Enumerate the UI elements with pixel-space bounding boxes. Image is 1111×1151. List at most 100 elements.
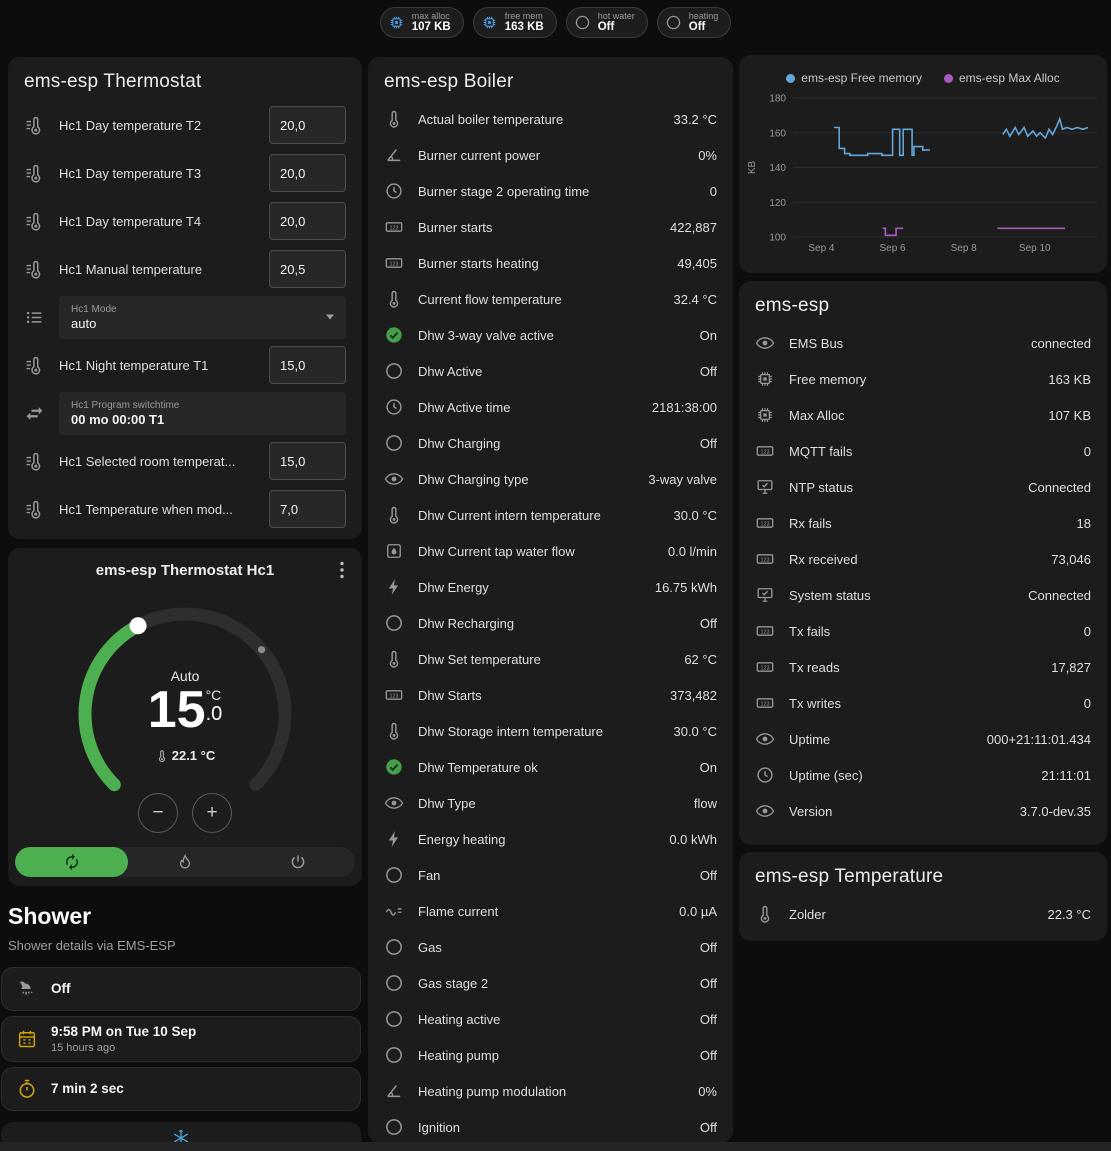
header-badge[interactable]: max alloc 107 KB — [379, 7, 464, 38]
entity-row[interactable]: Flame current 0.0 µA — [368, 893, 733, 929]
badge-label: hot water — [597, 10, 635, 21]
header-badge[interactable]: heating Off — [656, 7, 732, 38]
entity-row[interactable]: EMS Bus connected — [739, 325, 1107, 361]
entity-row[interactable]: Hc1 Selected room temperat... 15,0 — [8, 437, 362, 485]
entity-row[interactable]: Burner current power 0% — [368, 137, 733, 173]
number-input[interactable]: 20,0 — [269, 154, 346, 192]
entity-row[interactable]: Rx fails 18 — [739, 505, 1107, 541]
entity-row[interactable]: Dhw Starts 373,482 — [368, 677, 733, 713]
entity-row[interactable]: Free memory 163 KB — [739, 361, 1107, 397]
circle-outline-icon — [384, 433, 404, 453]
shower-primary-text: 9:58 PM on Tue 10 Sep — [51, 1024, 197, 1039]
entity-row[interactable]: Energy heating 0.0 kWh — [368, 821, 733, 857]
entity-row[interactable]: Dhw Recharging Off — [368, 605, 733, 641]
header-badge[interactable]: free mem 163 KB — [472, 7, 557, 38]
circle-outline-icon — [665, 14, 682, 31]
entity-row[interactable]: Uptime (sec) 21:11:01 — [739, 757, 1107, 793]
entity-name: Dhw 3-way valve active — [418, 327, 554, 343]
number-input[interactable]: 20,0 — [269, 202, 346, 240]
entity-row[interactable]: Burner stage 2 operating time 0 — [368, 173, 733, 209]
temp-increase-button[interactable]: + — [192, 793, 232, 833]
number-input[interactable]: 20,5 — [269, 250, 346, 288]
entity-row[interactable]: Heating pump Off — [368, 1037, 733, 1073]
legend-item[interactable]: ems-esp Max Alloc — [944, 71, 1060, 85]
entity-value: Off — [699, 615, 717, 631]
auto-icon — [63, 853, 81, 871]
number-input[interactable]: 15,0 — [269, 442, 346, 480]
entity-value: Connected — [1028, 479, 1091, 495]
entity-name: Burner stage 2 operating time — [418, 183, 590, 199]
entity-row[interactable]: Tx fails 0 — [739, 613, 1107, 649]
entity-row[interactable]: Dhw 3-way valve active On — [368, 317, 733, 353]
legend-item[interactable]: ems-esp Free memory — [786, 71, 922, 85]
entity-name: Burner starts heating — [418, 255, 539, 271]
number-input[interactable]: 15,0 — [269, 346, 346, 384]
entity-row[interactable]: Burner starts 422,887 — [368, 209, 733, 245]
entity-row[interactable]: Burner starts heating 49,405 — [368, 245, 733, 281]
more-options-icon[interactable] — [330, 558, 354, 582]
text-input[interactable]: Hc1 Program switchtime 00 mo 00:00 T1 — [59, 391, 346, 435]
entity-row[interactable]: Hc1 Mode auto — [8, 293, 362, 341]
entity-row[interactable]: Gas Off — [368, 929, 733, 965]
entity-row[interactable]: Dhw Type flow — [368, 785, 733, 821]
entity-row[interactable]: Hc1 Day temperature T2 20,0 — [8, 101, 362, 149]
entity-row[interactable]: Uptime 000+21:11:01.434 — [739, 721, 1107, 757]
entity-row[interactable]: NTP status Connected — [739, 469, 1107, 505]
entity-row[interactable]: Dhw Current intern temperature 30.0 °C — [368, 497, 733, 533]
entity-row[interactable]: Hc1 Manual temperature 20,5 — [8, 245, 362, 293]
entity-row[interactable]: System status Connected — [739, 577, 1107, 613]
thermostat-dial[interactable] — [65, 594, 305, 834]
entity-row[interactable]: Actual boiler temperature 33.2 °C — [368, 101, 733, 137]
entity-row[interactable]: Dhw Set temperature 62 °C — [368, 641, 733, 677]
number-input[interactable]: 20,0 — [269, 106, 346, 144]
entity-row[interactable]: Dhw Temperature ok On — [368, 749, 733, 785]
entity-name: Dhw Temperature ok — [418, 759, 538, 775]
entity-row[interactable]: Version 3.7.0-dev.35 — [739, 793, 1107, 829]
entity-row[interactable]: Dhw Current tap water flow 0.0 l/min — [368, 533, 733, 569]
badge-label: free mem — [504, 10, 543, 21]
entity-row[interactable]: Dhw Charging type 3-way valve — [368, 461, 733, 497]
entity-name: Fan — [418, 867, 441, 883]
entity-name: Dhw Active — [418, 363, 483, 379]
thermo-lines-icon — [24, 163, 45, 184]
shower-info-card[interactable]: 7 min 2 sec — [1, 1066, 361, 1111]
hvac-mode-auto[interactable] — [15, 847, 129, 877]
shower-card-text: 7 min 2 sec — [51, 1080, 124, 1098]
entity-row[interactable]: Current flow temperature 32.4 °C — [368, 281, 733, 317]
entity-row[interactable]: Dhw Charging Off — [368, 425, 733, 461]
entity-row[interactable]: Hc1 Temperature when mod... 7,0 — [8, 485, 362, 533]
shower-secondary-text: 15 hours ago — [51, 1041, 116, 1054]
header-badge[interactable]: hot water Off — [565, 7, 648, 38]
entity-row[interactable]: Gas stage 2 Off — [368, 965, 733, 1001]
entity-row[interactable]: Heating pump modulation 0% — [368, 1073, 733, 1109]
entity-row[interactable]: Heating active Off — [368, 1001, 733, 1037]
number-input[interactable]: 7,0 — [269, 490, 346, 528]
badge-text: heating Off — [689, 11, 719, 35]
entity-row[interactable]: Fan Off — [368, 857, 733, 893]
history-chart[interactable]: 100 120 140 160 180 Sep 4 Sep 6 Sep 8 Sep 10 KB — [739, 55, 1107, 273]
shower-info-card[interactable]: 9:58 PM on Tue 10 Sep 15 hours ago — [1, 1016, 361, 1062]
entity-row[interactable]: Max Alloc 107 KB — [739, 397, 1107, 433]
entity-row[interactable]: Hc1 Day temperature T4 20,0 — [8, 197, 362, 245]
entity-row[interactable]: Tx reads 17,827 — [739, 649, 1107, 685]
entity-row[interactable]: Zolder 22.3 °C — [739, 896, 1107, 932]
entity-row[interactable]: Dhw Energy 16.75 kWh — [368, 569, 733, 605]
entity-row[interactable]: Tx writes 0 — [739, 685, 1107, 721]
entity-row[interactable]: Dhw Storage intern temperature 30.0 °C — [368, 713, 733, 749]
entity-value: Connected — [1028, 587, 1091, 603]
temp-decrease-button[interactable]: − — [138, 793, 178, 833]
mode-select[interactable]: Hc1 Mode auto — [59, 295, 346, 339]
entity-row[interactable]: Dhw Active time 2181:38:00 — [368, 389, 733, 425]
entity-row[interactable]: Ignition Off — [368, 1109, 733, 1143]
entity-row[interactable]: Hc1 Program switchtime 00 mo 00:00 T1 — [8, 389, 362, 437]
hvac-mode-off[interactable] — [242, 847, 355, 877]
entity-row[interactable]: Dhw Active Off — [368, 353, 733, 389]
entity-row[interactable]: Rx received 73,046 — [739, 541, 1107, 577]
entity-row[interactable]: MQTT fails 0 — [739, 433, 1107, 469]
hvac-mode-heat[interactable] — [128, 847, 241, 877]
entity-row[interactable]: Hc1 Night temperature T1 15,0 — [8, 341, 362, 389]
entity-row[interactable]: Hc1 Day temperature T3 20,0 — [8, 149, 362, 197]
entity-name: NTP status — [789, 479, 854, 495]
shower-info-card[interactable]: Off — [1, 967, 361, 1011]
entity-name: Rx fails — [789, 515, 832, 531]
